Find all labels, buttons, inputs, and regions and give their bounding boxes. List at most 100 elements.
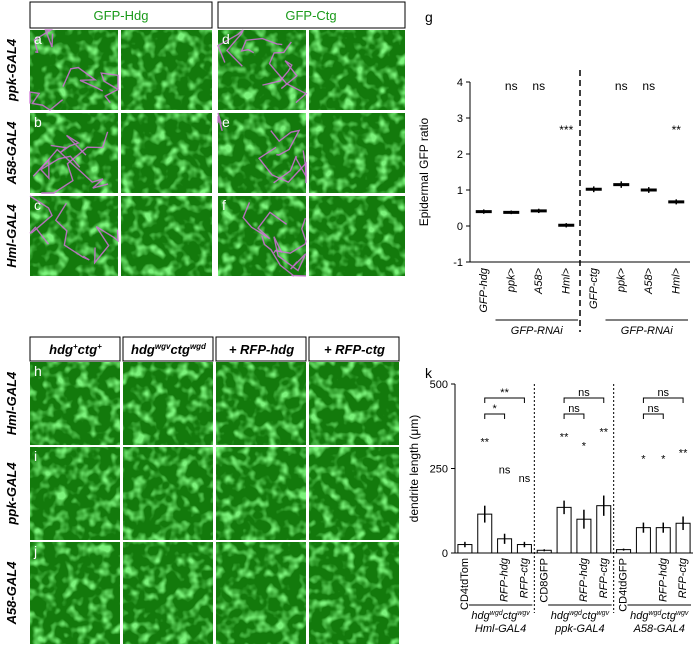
micrograph-texture [309, 113, 405, 193]
column-header: hdgwgvctgwgd [131, 342, 207, 357]
panel-letter: h [34, 363, 42, 379]
bracket [484, 397, 525, 403]
panel-letter: a [34, 31, 42, 47]
panel-letter: c [34, 197, 41, 213]
micrograph-texture [218, 113, 306, 193]
micrograph-texture [121, 30, 212, 110]
dendrite [40, 148, 109, 189]
dendrite [50, 134, 87, 156]
micrograph-texture [309, 542, 399, 644]
micrograph-texture [216, 362, 306, 445]
dendrite [240, 37, 283, 54]
significance: ns [642, 79, 655, 93]
dendrite [33, 29, 54, 54]
dendrite [54, 202, 90, 261]
significance: * [661, 454, 666, 466]
row-label: A58-GAL4 [4, 121, 19, 186]
panel-letter: b [34, 114, 42, 130]
group-label-part: ctg [661, 610, 677, 622]
dendrite [273, 217, 307, 254]
column-header-box [29, 336, 121, 362]
panel-letter: f [222, 197, 226, 213]
micrograph-texture [309, 362, 399, 445]
column-header-box [215, 336, 307, 362]
micrograph-texture [309, 30, 405, 110]
y-axis-label: dendrite length (μm) [407, 415, 421, 523]
header-part: wgd [190, 342, 207, 351]
bracket [563, 397, 605, 403]
group-label-part: hdg [551, 610, 570, 622]
bracket-label: ns [568, 403, 580, 415]
significance: ** [679, 447, 688, 459]
dendrite [217, 112, 223, 132]
x-tick-label: ppk> [615, 267, 627, 293]
group-label-part: hdg [630, 610, 649, 622]
micrograph-texture [30, 113, 118, 193]
group-label: hdgwgdctgwgv [551, 610, 610, 622]
column-header: hdg+ctg+ [49, 342, 102, 357]
bracket [563, 413, 585, 419]
x-tick-label: Hml> [560, 267, 572, 294]
y-tick-label: 0 [457, 221, 463, 233]
bracket [642, 397, 684, 403]
panel-letter: e [222, 114, 230, 130]
x-tick-label: CD8GFP [538, 558, 550, 603]
x-tick-label: CD4tdGFP [618, 558, 630, 612]
column-header-box [122, 336, 214, 362]
bracket [484, 413, 506, 419]
dendrite [29, 195, 53, 245]
x-tick-label: RFP-ctg [677, 557, 689, 598]
group-label-part: wgd [490, 610, 504, 617]
x-tick-label: A58> [643, 267, 655, 295]
group-driver: Hml-GAL4 [475, 623, 526, 635]
micrograph-texture [30, 542, 120, 644]
y-tick-label: 250 [430, 464, 448, 476]
significance: ns [519, 473, 531, 485]
bracket-label: ** [500, 387, 509, 399]
column-header-box [29, 1, 213, 29]
group-label-part: hdg [471, 610, 490, 622]
group-label-part: wgd [569, 610, 583, 617]
panel-letter: g [425, 9, 433, 25]
group-label: hdgwgdctgwgv [630, 610, 689, 622]
micrograph-texture [216, 447, 306, 540]
dendrite [217, 29, 244, 67]
y-tick-label: 4 [457, 77, 463, 89]
group-driver: A58-GAL4 [633, 623, 685, 635]
micrograph-texture [123, 362, 213, 445]
dendrite [270, 129, 301, 156]
column-header-box [308, 336, 400, 362]
bar [556, 506, 572, 554]
significance: * [582, 441, 587, 453]
bracket-label: * [493, 403, 498, 415]
header-part: + [97, 342, 102, 351]
column-header: + RFP-ctg [324, 342, 385, 357]
micrograph-texture [30, 362, 120, 445]
dendrite [242, 202, 287, 240]
header-part: hdg [49, 342, 73, 357]
micrograph-texture [30, 447, 120, 540]
header-part: ctg [170, 342, 190, 357]
x-tick-label: RFP-ctg [598, 557, 610, 598]
dendrite [258, 146, 307, 184]
y-tick-label: 500 [430, 379, 448, 391]
row-label: A58-GAL4 [4, 561, 19, 626]
y-tick-label: 2 [457, 149, 463, 161]
panel-letter: k [425, 365, 433, 381]
header-part: + RFP-hdg [229, 342, 294, 357]
micrograph-texture [121, 196, 212, 276]
x-tick-label: GFP-hdg [478, 267, 490, 313]
row-label: Hml-GAL4 [4, 203, 19, 267]
dendrite [273, 236, 307, 272]
significance: ns [615, 79, 628, 93]
group-label: GFP-RNAi [621, 325, 674, 337]
micrograph-texture [30, 196, 118, 276]
bracket [642, 413, 664, 419]
group-label-part: ctg [582, 610, 598, 622]
significance: * [641, 454, 646, 466]
x-tick-label: Hml> [670, 267, 682, 294]
dendrite [62, 66, 104, 92]
x-tick-label: A58> [533, 267, 545, 295]
column-header: GFP-Ctg [285, 8, 336, 23]
